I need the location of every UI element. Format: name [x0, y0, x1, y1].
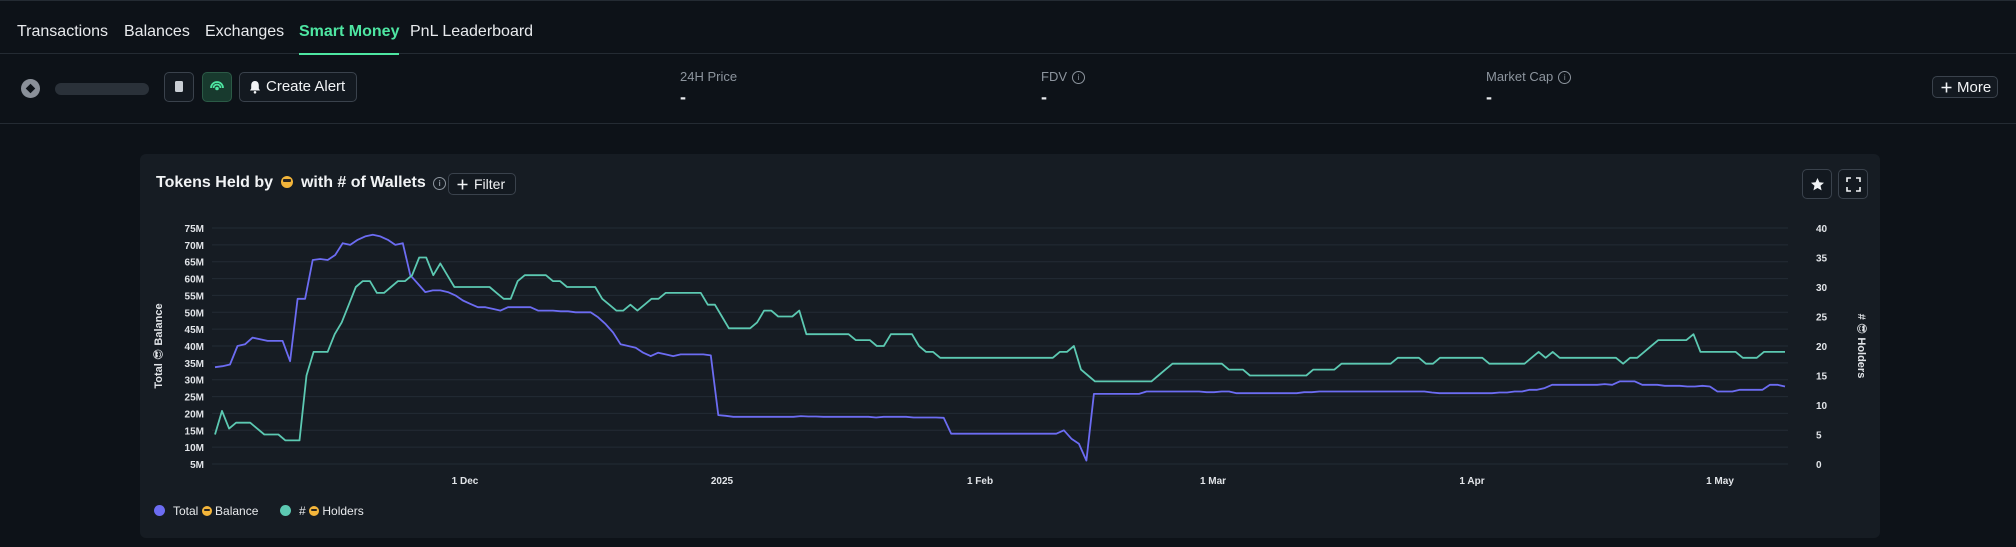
market-cap-label: Market Cap i [1486, 69, 1572, 84]
y-right-tick-label: 40 [1816, 224, 1828, 235]
tab-transactions[interactable]: Transactions [17, 23, 108, 40]
token-toolbar: Create Alert 24H Price - FDV i - Market C… [0, 54, 2016, 124]
x-tick-label: 1 Feb [967, 476, 993, 487]
info-icon[interactable]: i [1558, 71, 1572, 84]
y-right-tick-label: 20 [1816, 342, 1828, 353]
y-right-tick-label: 25 [1816, 313, 1828, 324]
y-left-tick-label: 45M [185, 325, 204, 336]
card-title-prefix: Tokens Held by [156, 174, 274, 191]
series-total-balance-line [214, 233, 1786, 462]
y-left-tick-label: 40M [185, 342, 204, 353]
legend-balance[interactable]: Total Balance [154, 504, 258, 518]
y-left-tick-label: 5M [190, 460, 204, 471]
y-left-tick-label: 25M [185, 393, 204, 404]
card-title-suffix: with # of Wallets [300, 174, 426, 191]
create-alert-button[interactable]: Create Alert [239, 72, 357, 102]
y-right-tick-label: 0 [1816, 460, 1822, 471]
y-left-tick-label: 65M [185, 258, 204, 269]
sunglasses-emoji-icon [309, 506, 320, 516]
sunglasses-emoji-icon [201, 506, 212, 516]
price-24h-value: - [680, 87, 686, 107]
y-left-tick-label: 60M [185, 275, 204, 286]
fdv-label-text: FDV [1041, 69, 1067, 84]
legend-holders[interactable]: # Holders [280, 504, 364, 518]
tab-smart-money[interactable]: Smart Money [299, 1, 400, 55]
x-tick-label: 2025 [711, 476, 734, 487]
fdv-value: - [1041, 87, 1047, 107]
y-right-tick-label: 15 [1816, 372, 1828, 383]
fullscreen-icon [1846, 177, 1861, 192]
legend-holders-swatch [280, 505, 291, 516]
plus-icon [457, 179, 468, 190]
series-holders-line [214, 256, 1785, 442]
x-tick-label: 1 Dec [452, 476, 479, 487]
y-left-tick-label: 35M [185, 359, 204, 370]
info-icon[interactable]: i [1072, 71, 1085, 84]
top-nav: Transactions Balances Exchanges Smart Mo… [0, 0, 2016, 55]
x-tick-label: 1 May [1706, 476, 1734, 487]
tab-balances[interactable]: Balances [124, 23, 190, 40]
y-right-axis-title: # 😎 Holders [1855, 314, 1867, 379]
x-tick-label: 1 Mar [1200, 476, 1226, 487]
copy-button[interactable] [164, 72, 194, 102]
y-left-tick-label: 15M [185, 426, 204, 437]
fullscreen-button[interactable] [1838, 169, 1868, 199]
tab-exchanges[interactable]: Exchanges [205, 23, 285, 40]
card-title: Tokens Held by with # of Wallets i [156, 174, 447, 192]
y-left-axis-title: Total 😎 Balance [153, 303, 165, 388]
market-cap-label-text: Market Cap [1486, 69, 1554, 84]
y-right-tick-label: 30 [1816, 283, 1828, 294]
fdv-label: FDV i [1041, 69, 1085, 84]
filter-button[interactable]: Filter [448, 173, 516, 195]
legend-holders-label: # Holders [299, 504, 364, 518]
plus-icon [1941, 82, 1952, 93]
y-left-tick-label: 50M [185, 308, 204, 319]
watch-icon [210, 81, 224, 91]
more-button[interactable]: More [1932, 76, 1998, 98]
y-right-tick-label: 10 [1816, 401, 1828, 412]
info-icon[interactable]: i [433, 177, 447, 190]
legend-balance-label: Total Balance [173, 504, 259, 518]
smart-money-card: Tokens Held by with # of Wallets i Filte… [140, 154, 1880, 538]
watch-button[interactable] [202, 72, 232, 102]
y-left-tick-label: 55M [185, 291, 204, 302]
y-left-tick-label: 70M [185, 241, 204, 252]
y-right-tick-label: 35 [1816, 254, 1828, 265]
tab-pnl-leaderboard[interactable]: PnL Leaderboard [410, 23, 534, 40]
balance-holders-chart: 5M 10M 15M 20M 25M 30M 35M 40M 45M 50M 55M 60M 65M 70… [153, 224, 1867, 487]
bell-icon [250, 81, 260, 94]
copy-icon [175, 81, 183, 92]
token-name-placeholder [55, 83, 149, 95]
token-logo-icon [21, 79, 40, 98]
y-left-tick-label: 30M [185, 376, 204, 387]
y-left-tick-label: 20M [185, 409, 204, 420]
more-label: More [1957, 79, 1992, 96]
favorite-button[interactable] [1802, 169, 1832, 199]
star-icon [1811, 178, 1824, 191]
y-left-tick-label: 10M [185, 443, 204, 454]
create-alert-label: Create Alert [266, 78, 346, 95]
market-cap-value: - [1486, 87, 1492, 107]
x-tick-label: 1 Apr [1459, 476, 1484, 487]
price-24h-label: 24H Price [680, 69, 738, 84]
y-right-tick-label: 5 [1816, 431, 1822, 442]
filter-label: Filter [474, 176, 506, 192]
y-left-tick-label: 75M [185, 224, 204, 235]
legend-balance-swatch [154, 505, 165, 516]
sunglasses-emoji-icon [280, 176, 293, 188]
